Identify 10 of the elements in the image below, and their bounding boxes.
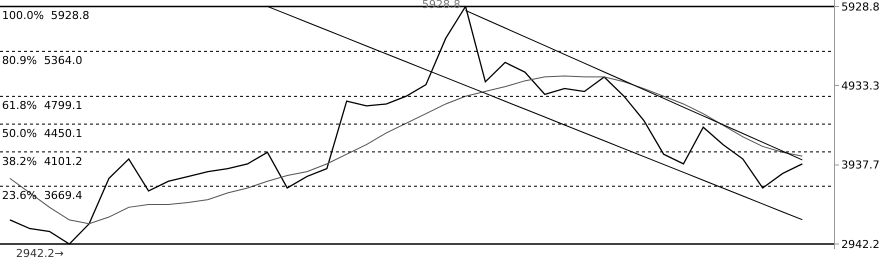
ref-line-label: 61.8% 4799.1	[2, 99, 82, 112]
ref-line-label: 100.0% 5928.8	[2, 9, 90, 22]
ref-line-label: 80.9% 5364.0	[2, 54, 82, 67]
ref-line-label: 50.0% 4450.1	[2, 127, 82, 140]
y-tick-label: 3937.7	[841, 158, 880, 172]
y-tick-label: 5928.8	[841, 0, 880, 14]
annotation: 2942.2→	[16, 247, 64, 260]
y-tick-label: 2942.2	[841, 238, 880, 251]
y-tick-label: 4933.3	[841, 80, 880, 92]
ref-line-label: 38.2% 4101.2	[2, 155, 82, 168]
